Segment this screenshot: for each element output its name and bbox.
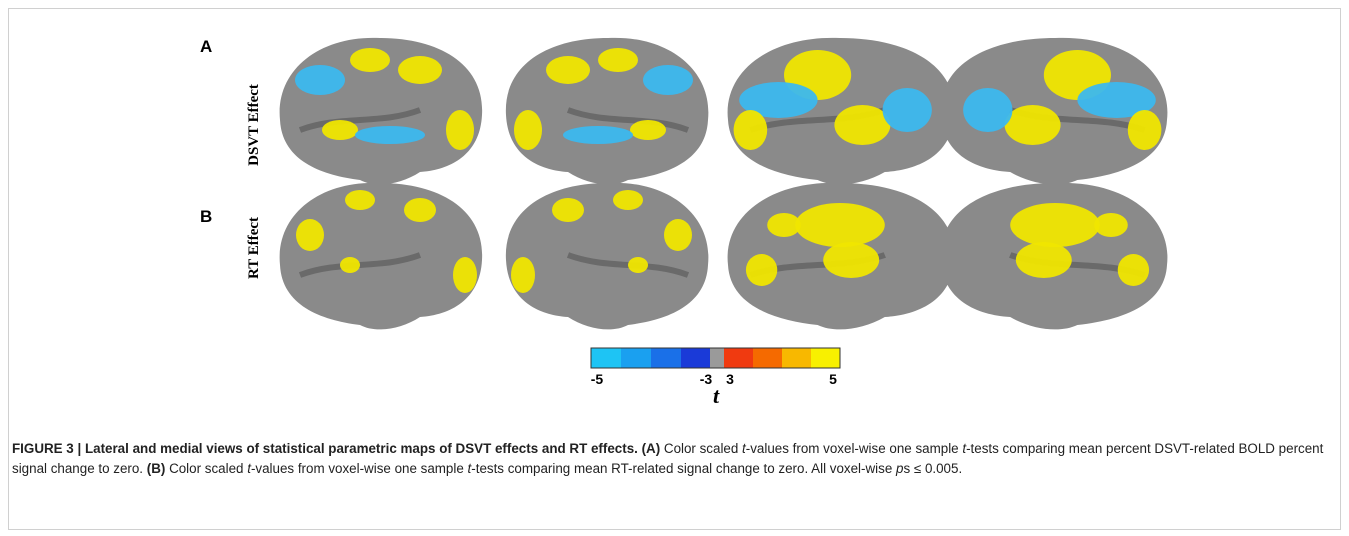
colorbar-label: 3 (726, 371, 734, 387)
caption-text: p (896, 461, 904, 476)
panel-label: B (200, 207, 212, 226)
figure-caption: FIGURE 3 | Lateral and medial views of s… (12, 439, 1332, 479)
brain (279, 182, 483, 330)
row-label: RT Effect (246, 217, 262, 279)
caption-text: (A) (641, 441, 661, 456)
figure-frame (8, 8, 1341, 530)
brain (505, 182, 709, 330)
colorbar-label: -3 (700, 371, 713, 387)
caption-text: Color scaled (660, 441, 743, 456)
panel-label: A (200, 37, 212, 56)
colorbar-label: 5 (829, 371, 837, 387)
caption-text: Color scaled (165, 461, 248, 476)
caption-text: t (247, 461, 251, 476)
caption-text: -values from voxel-wise one sample (250, 461, 468, 476)
brain (727, 182, 955, 330)
brain (940, 182, 1168, 330)
brain (940, 37, 1168, 185)
figure: A B DSVT Effect RT Effect -5 -3 3 5 t (200, 37, 1168, 408)
caption-text: (B) (146, 461, 166, 476)
brain (727, 37, 955, 185)
colorbar-title: t (713, 383, 720, 408)
colorbar (590, 347, 841, 369)
caption-text: t (962, 441, 967, 456)
caption-text: t (742, 441, 746, 456)
colorbar-label: -5 (591, 371, 604, 387)
brain (279, 37, 483, 185)
caption-text: t (467, 461, 472, 476)
caption-text: -tests comparing mean RT-related signal … (471, 461, 896, 476)
caption-text: -values from voxel-wise one sample (745, 441, 963, 456)
caption-text: FIGURE 3 | Lateral and medial views of s… (12, 441, 642, 456)
caption-text: -tests comparing mean percent DSVT-relat… (12, 441, 1324, 476)
brain-images (279, 37, 1168, 330)
row-label: DSVT Effect (246, 84, 262, 166)
brain (505, 37, 709, 185)
caption-text: s ≤ 0.005. (903, 461, 963, 476)
